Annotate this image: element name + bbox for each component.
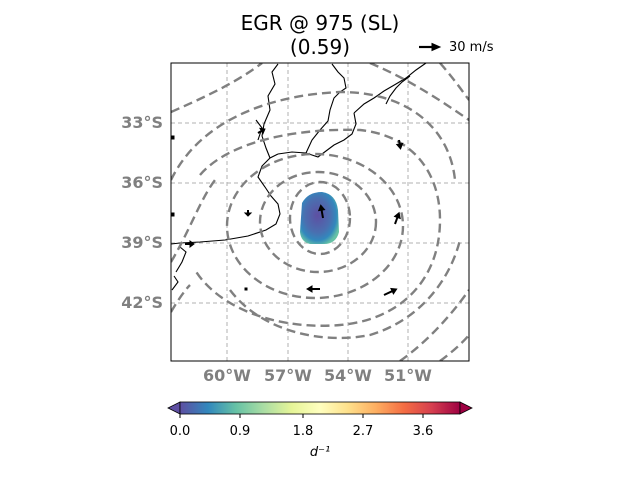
contour-9 xyxy=(171,179,216,263)
coastline-lagoon xyxy=(385,75,411,105)
contour-8 xyxy=(439,63,469,101)
lat-label-33s: 33°S xyxy=(121,113,163,132)
wind-arrow xyxy=(383,287,398,296)
wind-arrow xyxy=(306,285,320,293)
border-uruguay-brazil xyxy=(305,63,347,154)
contour-7 xyxy=(369,63,469,121)
colorbar-tick-label: 2.7 xyxy=(352,424,374,439)
colorbar-tick-label: 3.6 xyxy=(412,424,434,439)
coastline-inland xyxy=(255,119,263,141)
contour-10 xyxy=(171,284,191,313)
egr-shaded-region xyxy=(300,192,339,244)
coastline-brazil xyxy=(353,63,427,114)
contour-4 xyxy=(193,128,442,327)
coastline-argentina xyxy=(171,153,281,245)
lon-label-57w: 57°W xyxy=(264,366,312,385)
contour-12 xyxy=(439,334,469,361)
coastline-uruguay xyxy=(277,112,357,158)
colorbar-tick-label: 0.9 xyxy=(229,424,251,439)
contour-13 xyxy=(229,239,462,340)
wind-vectors xyxy=(171,127,404,296)
quiver-key-arrow xyxy=(419,42,442,52)
lon-label-54w: 54°W xyxy=(324,366,372,385)
colorbar-tick-label: 1.8 xyxy=(292,424,314,439)
colorbar-extend-low xyxy=(167,401,181,415)
colorbar-tick-label: 0.0 xyxy=(169,424,191,439)
contour-6 xyxy=(171,63,263,114)
contour-1 xyxy=(288,180,352,256)
wind-arrow xyxy=(185,240,195,248)
wind-dot xyxy=(171,212,175,217)
lon-label-60w: 60°W xyxy=(203,366,251,385)
lon-label-51w: 51°W xyxy=(384,366,432,385)
contour-2 xyxy=(258,170,378,274)
wind-arrow xyxy=(317,204,326,219)
colorbar xyxy=(167,401,473,418)
colorbar-gradient xyxy=(179,401,461,415)
wind-arrow xyxy=(393,211,401,225)
wind-dot xyxy=(244,287,248,291)
plot-title: EGR @ 975 (SL) xyxy=(240,11,400,35)
coastline-sw xyxy=(175,246,187,273)
contours xyxy=(171,63,469,361)
colorbar-extend-high xyxy=(459,401,473,415)
contour-3 xyxy=(225,152,405,300)
lat-label-39s: 39°S xyxy=(121,233,163,252)
contour-5 xyxy=(171,90,457,181)
wind-dot xyxy=(171,135,175,140)
coastlines xyxy=(171,63,427,291)
plot-subtitle: (0.59) xyxy=(289,35,351,59)
colorbar-label: d⁻¹ xyxy=(309,445,331,460)
quiver-key-label: 30 m/s xyxy=(449,40,494,55)
wind-arrow xyxy=(257,127,266,135)
lat-label-36s: 36°S xyxy=(121,173,163,192)
wind-arrow xyxy=(243,210,253,217)
coastline-sw2 xyxy=(171,275,179,291)
wind-arrow xyxy=(395,139,404,150)
contour-11 xyxy=(399,289,469,361)
border-argentina-uruguay xyxy=(261,63,279,159)
lat-label-42s: 42°S xyxy=(121,293,163,312)
map-frame xyxy=(170,62,470,362)
